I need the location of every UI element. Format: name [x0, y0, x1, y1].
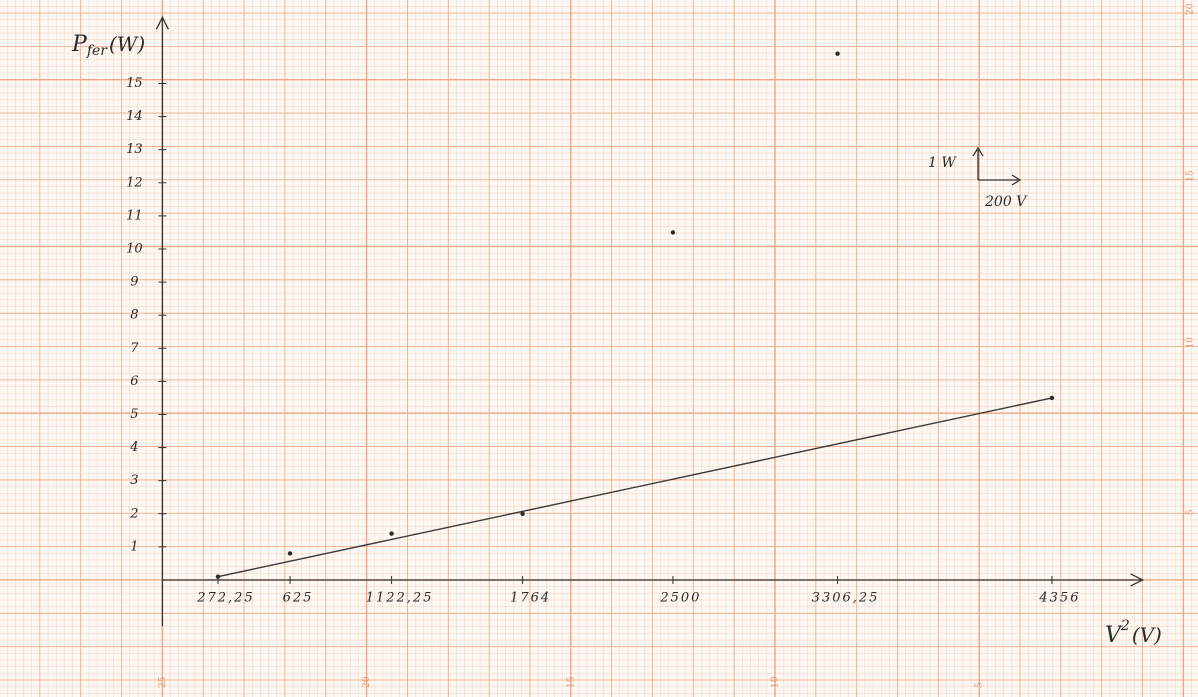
y-axis-title: Pfer(W)	[71, 32, 145, 60]
y-tick-label: 6	[130, 374, 138, 389]
paper-number: 15	[1186, 170, 1196, 182]
y-tick-label: 10	[126, 241, 143, 256]
paper-background	[0, 0, 1198, 697]
paper-number: 20	[362, 676, 372, 688]
graph-paper: 2520151052015105 12345678910111213141527…	[0, 0, 1198, 697]
x-tick-label: 2500	[659, 590, 701, 605]
y-tick-label: 2	[129, 506, 138, 521]
y-tick-label: 15	[126, 76, 143, 91]
scale-x-unit: 200 V	[984, 194, 1028, 210]
x-tick-label: 625	[283, 590, 314, 605]
paper-number: 5	[1186, 509, 1196, 515]
x-tick-label: 4356	[1038, 590, 1080, 605]
y-tick-label: 7	[130, 341, 139, 356]
x-tick-label: 272,25	[196, 590, 255, 605]
paper-number: 20	[1186, 3, 1196, 15]
data-point	[288, 551, 292, 555]
y-tick-label: 9	[130, 275, 138, 290]
paper-number: 10	[771, 676, 781, 688]
y-tick-label: 12	[126, 175, 143, 190]
x-axis-superscript: 2	[1120, 618, 1130, 634]
scale-y-unit: 1 W	[928, 155, 957, 171]
x-tick-label: 1764	[510, 590, 551, 605]
paper-number: 25	[158, 676, 168, 688]
y-tick-label: 3	[130, 473, 138, 488]
paper-number: 10	[1186, 337, 1196, 349]
data-point	[520, 512, 524, 516]
data-point	[389, 531, 393, 535]
y-axis-subscript: fer	[86, 43, 108, 59]
y-tick-label: 5	[130, 407, 138, 422]
data-point	[835, 52, 839, 56]
x-axis-title: V2(V)	[1105, 618, 1162, 648]
y-tick-label: 4	[129, 440, 138, 455]
x-tick-label: 1122,25	[366, 590, 434, 605]
y-tick-label: 1	[130, 539, 138, 554]
data-point	[216, 574, 220, 578]
x-tick-label: 3306,25	[812, 590, 880, 605]
y-axis-unit: (W)	[109, 32, 145, 56]
x-axis-unit: (V)	[1132, 623, 1162, 647]
y-tick-label: 11	[126, 208, 143, 223]
y-tick-label: 14	[126, 109, 143, 124]
y-axis-symbol: P	[71, 32, 88, 57]
paper-number: 15	[566, 676, 576, 688]
y-tick-label: 8	[130, 308, 138, 323]
paper-number: 5	[975, 682, 985, 688]
y-tick-label: 13	[126, 142, 143, 157]
data-point	[671, 230, 675, 234]
data-point	[1050, 396, 1054, 400]
